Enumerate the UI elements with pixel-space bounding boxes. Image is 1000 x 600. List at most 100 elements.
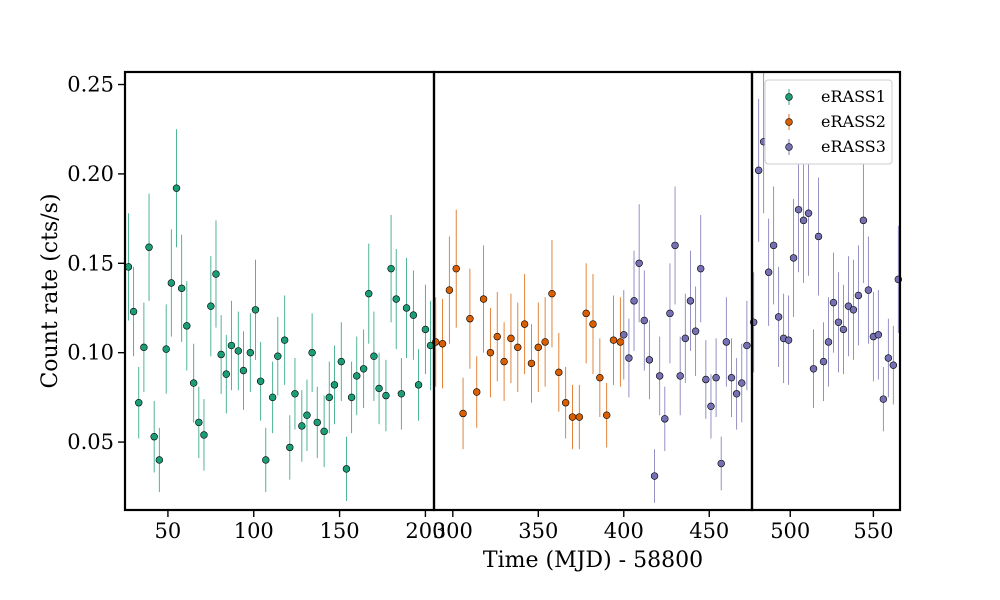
data-point	[217, 350, 225, 359]
data-point	[347, 393, 356, 402]
data-point	[602, 411, 611, 419]
y-axis-label: Count rate (cts/s)	[38, 193, 63, 388]
data-point	[308, 348, 316, 357]
data-point	[200, 431, 208, 439]
data-point	[251, 306, 260, 314]
data-point	[520, 320, 529, 328]
data-point	[320, 427, 328, 436]
data-point	[640, 316, 648, 325]
data-point	[507, 334, 515, 343]
data-point	[177, 284, 186, 293]
data-point	[774, 313, 783, 321]
x-tick-label: 500	[770, 519, 810, 543]
series-eRASS2	[432, 209, 625, 450]
data-point	[359, 365, 368, 373]
data-point	[195, 418, 203, 427]
data-point	[625, 354, 633, 362]
data-point	[616, 338, 625, 346]
data-point	[325, 393, 333, 402]
legend-entry-eRASS3: eRASS3	[785, 137, 886, 156]
y-tick-label: 0.15	[67, 251, 114, 275]
data-point	[459, 409, 467, 418]
data-point	[145, 243, 153, 251]
x-tick-label: 200	[405, 519, 445, 543]
data-point	[227, 341, 236, 350]
data-point	[313, 418, 321, 427]
data-point	[342, 465, 351, 473]
data-point	[769, 241, 778, 250]
data-point	[814, 232, 823, 241]
data-point	[575, 413, 584, 421]
data-point	[889, 361, 898, 369]
data-point	[409, 311, 418, 319]
data-point	[635, 259, 643, 267]
legend-marker	[785, 143, 793, 151]
data-point	[743, 341, 751, 350]
data-point	[561, 399, 570, 407]
legend-label: eRASS2	[821, 112, 886, 131]
data-point	[754, 166, 763, 175]
data-point	[262, 456, 270, 464]
data-point	[676, 372, 684, 380]
x-tick-label: 300	[433, 519, 473, 543]
data-point	[140, 343, 148, 352]
x-tick-label: 150	[320, 519, 360, 543]
data-point	[280, 336, 289, 344]
series-eRASS1	[124, 129, 435, 502]
panel-frame-3	[750, 70, 902, 512]
data-point	[671, 241, 679, 250]
data-point	[222, 370, 230, 378]
data-point	[620, 331, 628, 339]
data-point	[414, 381, 423, 389]
legend-label: eRASS1	[821, 87, 886, 106]
x-tick-label: 100	[234, 519, 274, 543]
data-point	[849, 306, 858, 314]
data-point	[167, 279, 176, 287]
data-point	[712, 374, 720, 382]
data-point	[274, 352, 282, 360]
data-point	[655, 372, 664, 380]
data-point	[799, 216, 808, 225]
data-point	[829, 298, 838, 307]
data-point	[207, 302, 215, 310]
legend-label: eRASS3	[821, 137, 886, 156]
data-point	[764, 268, 773, 276]
data-point	[717, 459, 725, 468]
data-point	[630, 297, 638, 305]
data-point	[150, 433, 158, 441]
data-point	[727, 374, 736, 382]
data-point	[268, 393, 277, 402]
data-point	[702, 375, 710, 384]
data-point	[819, 357, 828, 366]
data-point	[135, 399, 143, 407]
data-point	[681, 334, 690, 343]
data-point	[666, 309, 674, 318]
data-point	[298, 422, 306, 430]
x-tick-label: 50	[155, 519, 182, 543]
series-eRASS3	[620, 73, 903, 503]
data-point	[548, 289, 556, 298]
data-point	[707, 402, 715, 411]
data-point	[596, 374, 604, 382]
data-point	[879, 395, 888, 403]
x-tick-label: 450	[689, 519, 729, 543]
data-point	[527, 359, 536, 368]
data-point	[162, 345, 170, 353]
data-point	[738, 379, 746, 387]
legend-marker	[785, 93, 793, 101]
data-point	[155, 456, 164, 464]
data-point	[661, 415, 669, 423]
panel-frames	[123, 70, 902, 512]
data-point	[859, 216, 868, 225]
data-point	[834, 318, 843, 326]
data-point	[854, 291, 863, 300]
legend: eRASS1 eRASS2 eRASS3	[764, 79, 893, 165]
data-point	[784, 336, 793, 344]
data-point	[212, 270, 220, 278]
data-point	[486, 348, 495, 357]
data-point	[397, 390, 406, 398]
data-point	[809, 365, 818, 373]
data-point	[387, 264, 395, 273]
x-tick-label: 550	[853, 519, 893, 543]
